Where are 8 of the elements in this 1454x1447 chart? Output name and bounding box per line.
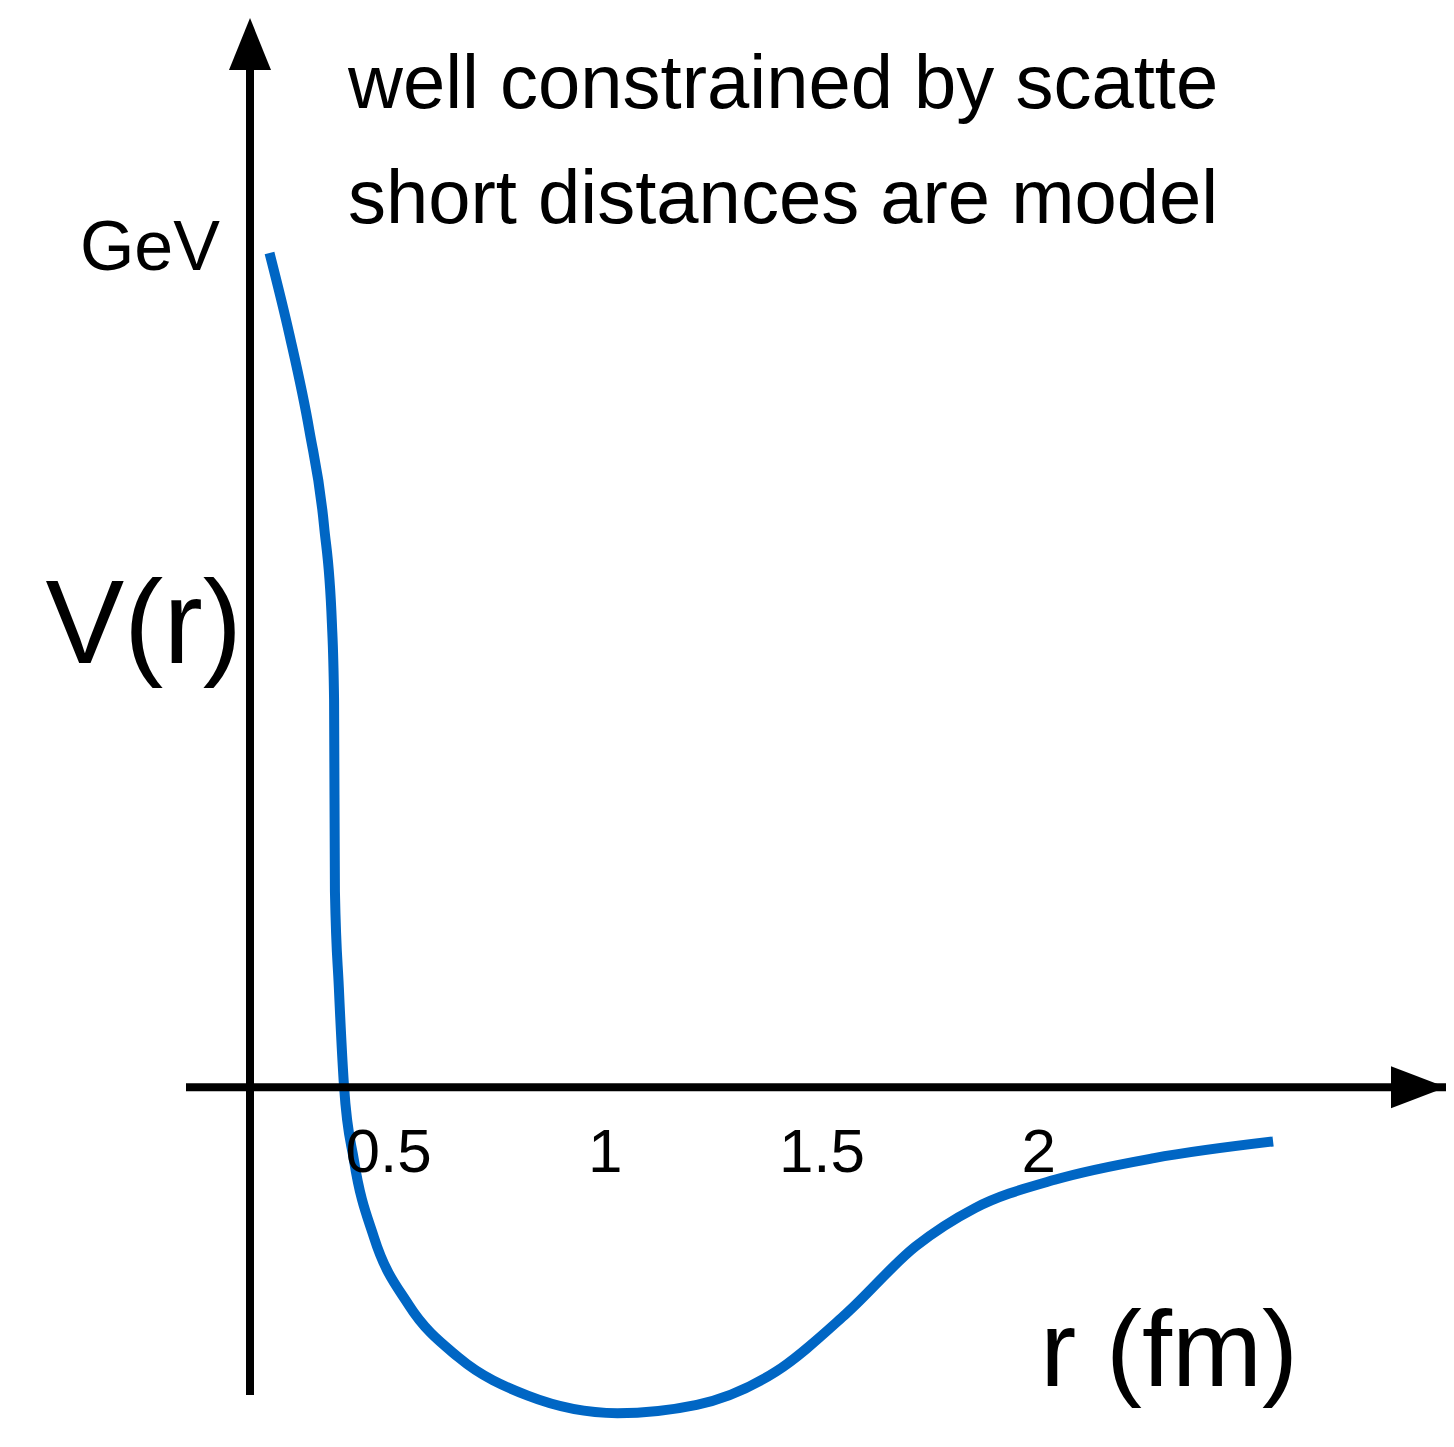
x-tick-label: 2 — [1021, 1116, 1056, 1186]
text: well constrained by scatte — [347, 39, 1219, 124]
text: GeV — [79, 207, 221, 285]
x-tick-label: 1 — [588, 1116, 623, 1186]
y-axis-title: V(r) — [45, 556, 242, 688]
x-tick-label: 1.5 — [778, 1116, 866, 1186]
text: short distances are model — [348, 154, 1219, 239]
x-axis-title: r (fm) — [1040, 1288, 1298, 1409]
